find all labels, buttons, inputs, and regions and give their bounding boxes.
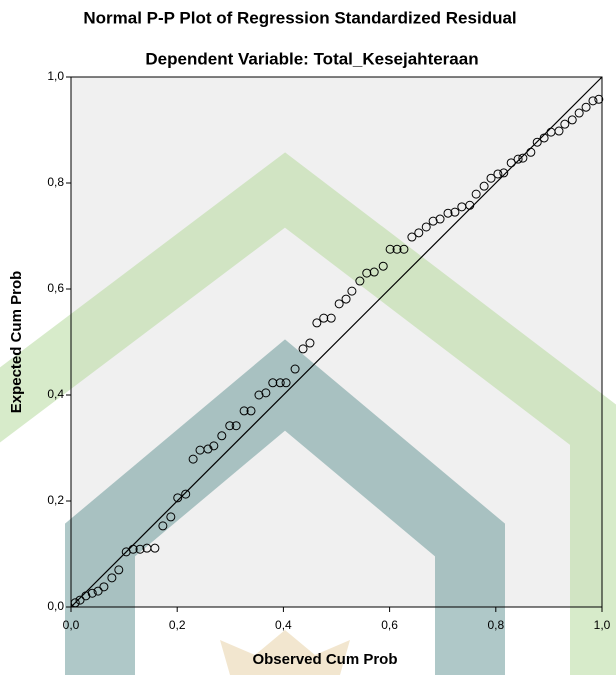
x-tick-label: 0,0 [63, 618, 80, 632]
chart: Normal P-P Plot of Regression Standardiz… [0, 0, 616, 675]
x-tick-label: 1,0 [594, 618, 611, 632]
y-tick-label: 1,0 [47, 69, 64, 83]
y-tick-label: 0,4 [47, 387, 64, 401]
y-axis-label: Expected Cum Prob [8, 271, 25, 414]
x-tick-label: 0,2 [169, 618, 186, 632]
y-tick-label: 0,6 [47, 281, 64, 295]
y-tick-label: 0,0 [47, 599, 64, 613]
chart-subtitle: Dependent Variable: Total_Kesejahteraan [145, 49, 478, 68]
x-tick-label: 0,8 [487, 618, 504, 632]
x-tick-label: 0,4 [275, 618, 292, 632]
y-tick-label: 0,2 [47, 493, 64, 507]
chart-title: Normal P-P Plot of Regression Standardiz… [83, 8, 516, 27]
x-axis-label: Observed Cum Prob [252, 651, 397, 668]
y-tick-label: 0,8 [47, 175, 64, 189]
x-tick-label: 0,6 [381, 618, 398, 632]
